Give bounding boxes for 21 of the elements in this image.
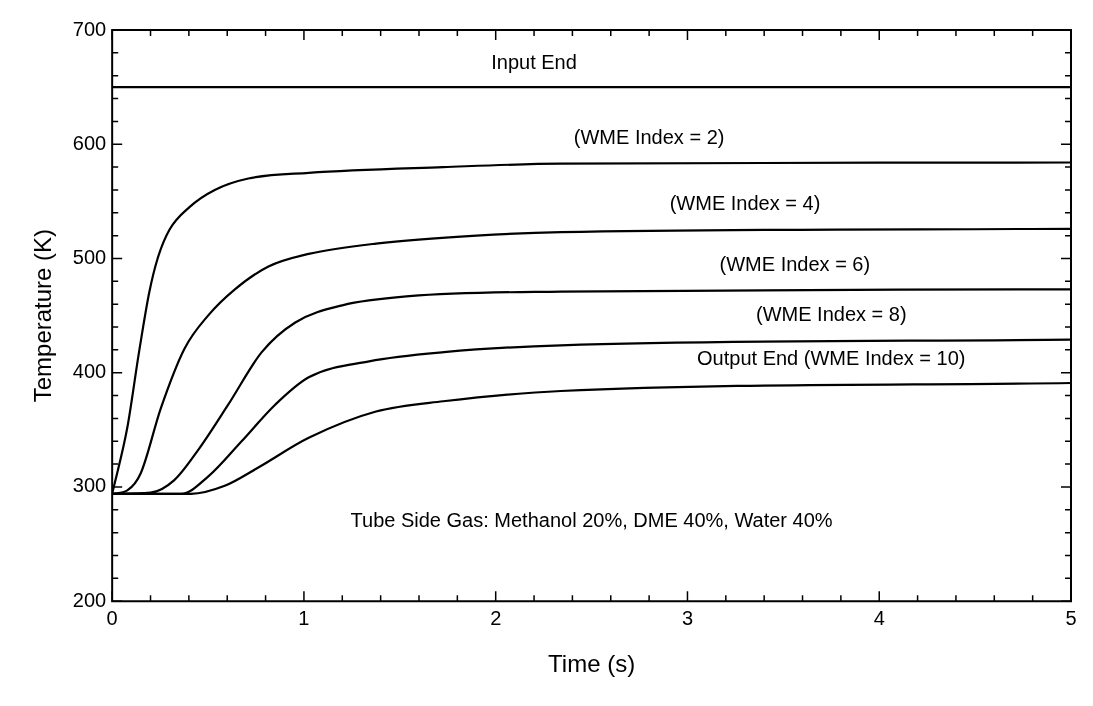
y-tick-label: 700 xyxy=(72,17,107,40)
x-tick-label: 2 xyxy=(490,606,502,629)
x-tick-label: 3 xyxy=(681,606,694,629)
annotation: (WME Index = 6) xyxy=(719,252,871,275)
y-tick-label: 300 xyxy=(72,474,107,497)
x-tick-label: 0 xyxy=(106,606,118,629)
annotation: (WME Index = 4) xyxy=(669,192,821,215)
y-axis-title: Temperature (K) xyxy=(29,228,57,403)
x-tick-label: 5 xyxy=(1065,606,1077,629)
y-tick-label: 200 xyxy=(72,588,107,611)
y-tick-label: 600 xyxy=(72,131,107,154)
annotation: Output End (WME Index = 10) xyxy=(697,346,966,369)
annotation: (WME Index = 8) xyxy=(755,303,907,326)
annotation: Tube Side Gas: Methanol 20%, DME 40%, Water 40% xyxy=(350,508,833,531)
x-axis-title: Time (s) xyxy=(548,650,636,678)
y-tick-label: 500 xyxy=(72,246,107,268)
y-tick-label: 400 xyxy=(72,360,107,383)
annotation: (WME Index = 2) xyxy=(573,126,725,149)
x-tick-label: 1 xyxy=(298,606,310,629)
x-tick-label: 4 xyxy=(873,606,885,629)
annotation: Input End xyxy=(491,50,577,73)
